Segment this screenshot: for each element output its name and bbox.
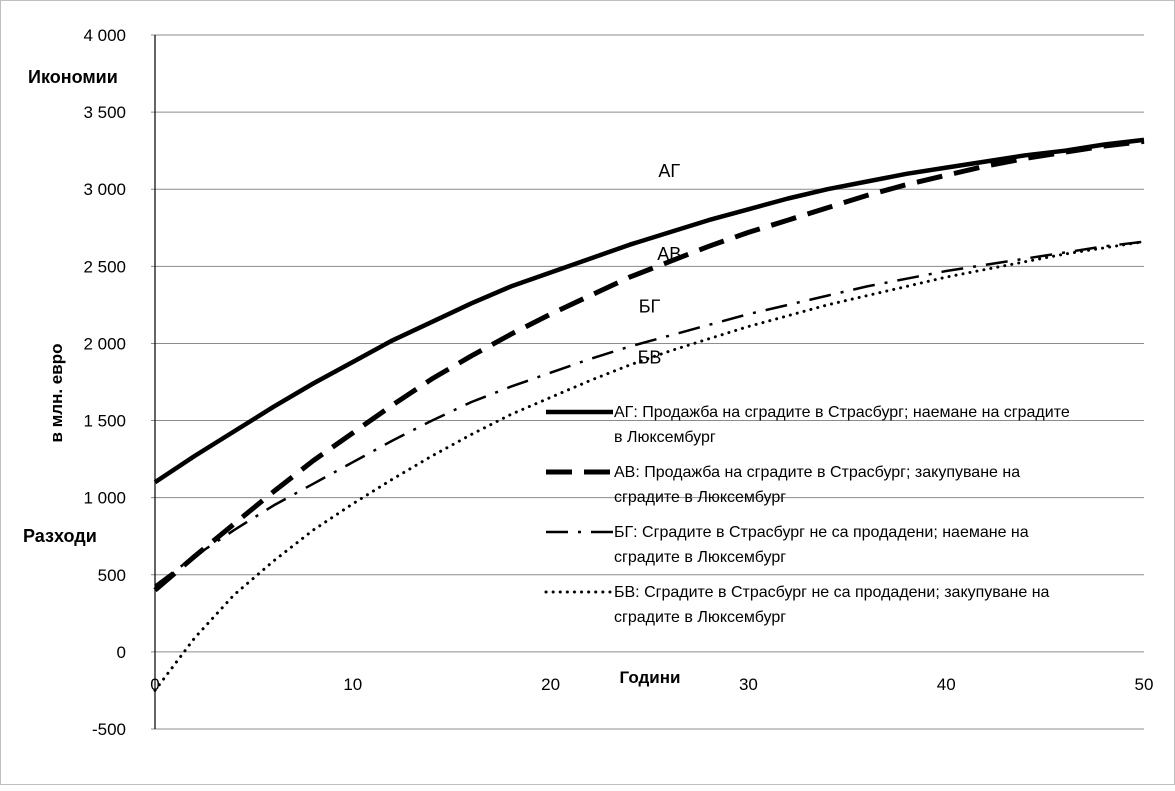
legend-text-line1: АВ: Продажба на сградите в Страсбург; за… [614,464,1020,481]
series-label-bg: БГ [639,297,661,317]
series-line-av [153,138,1145,593]
y-tick-label: 0 [117,643,126,662]
legend-text-line1: БГ: Сградите в Страсбург не са продадени… [614,524,1029,541]
x-tick-label: 50 [1135,675,1154,694]
legend-item-ag: АГ: Продажба на сградите в Страсбург; на… [546,404,1070,446]
legend-text-line2: сградите в Люксембург [614,549,786,566]
x-tick-label: 30 [739,675,758,694]
series-layer [153,137,1146,692]
legend-text-line2: сградите в Люксембург [614,609,786,626]
grid-layer [151,34,1144,730]
series-line-bv [153,240,1146,692]
legend: АГ: Продажба на сградите в Страсбург; на… [544,404,1070,626]
series-label-bv: БВ [638,347,662,367]
x-axis-title: Години [620,668,681,687]
y-tick-labels: 4 000 3 500 3 000 2 500 2 000 1 500 1 000 500 0 -… [83,26,126,739]
legend-text-line1: БВ: Сградите в Страсбург не са продадени… [614,584,1050,601]
y-tick-label: -500 [92,720,126,739]
annotation-top: Икономии [28,67,118,87]
y-tick-label: 2 000 [83,334,126,353]
legend-item-bg: БГ: Сградите в Страсбург не са продадени… [546,524,1029,566]
y-tick-label: 1 500 [83,412,126,431]
x-tick-label: 20 [541,675,560,694]
series-line-bg [154,240,1145,587]
legend-item-av: АВ: Продажба на сградите в Страсбург; за… [546,464,1020,506]
y-tick-label: 2 500 [83,257,126,276]
y-tick-label: 3 000 [83,180,126,199]
legend-text-line1: АГ: Продажба на сградите в Страсбург; на… [614,404,1070,421]
y-tick-label: 1 000 [83,489,126,508]
x-tick-label: 0 [150,675,159,694]
y-tick-label: 500 [98,566,126,585]
y-tick-label: 3 500 [83,103,126,122]
annotation-bottom: Разходи [23,526,97,546]
legend-item-bv: БВ: Сградите в Страсбург не са продадени… [544,584,1050,626]
x-tick-label: 10 [343,675,362,694]
series-label-av: АВ [657,244,681,264]
series-label-ag: АГ [658,161,680,181]
series-labels: АГ АВ БГ БВ [638,161,682,368]
series-line-ag [153,137,1145,485]
legend-text-line2: в Люксембург [614,429,716,446]
x-tick-label: 40 [937,675,956,694]
x-tick-labels: 0 10 20 30 40 50 [150,675,1153,694]
legend-text-line2: сградите в Люксембург [614,489,786,506]
y-axis-title: в млн. евро [47,344,66,443]
y-tick-label: 4 000 [83,26,126,45]
